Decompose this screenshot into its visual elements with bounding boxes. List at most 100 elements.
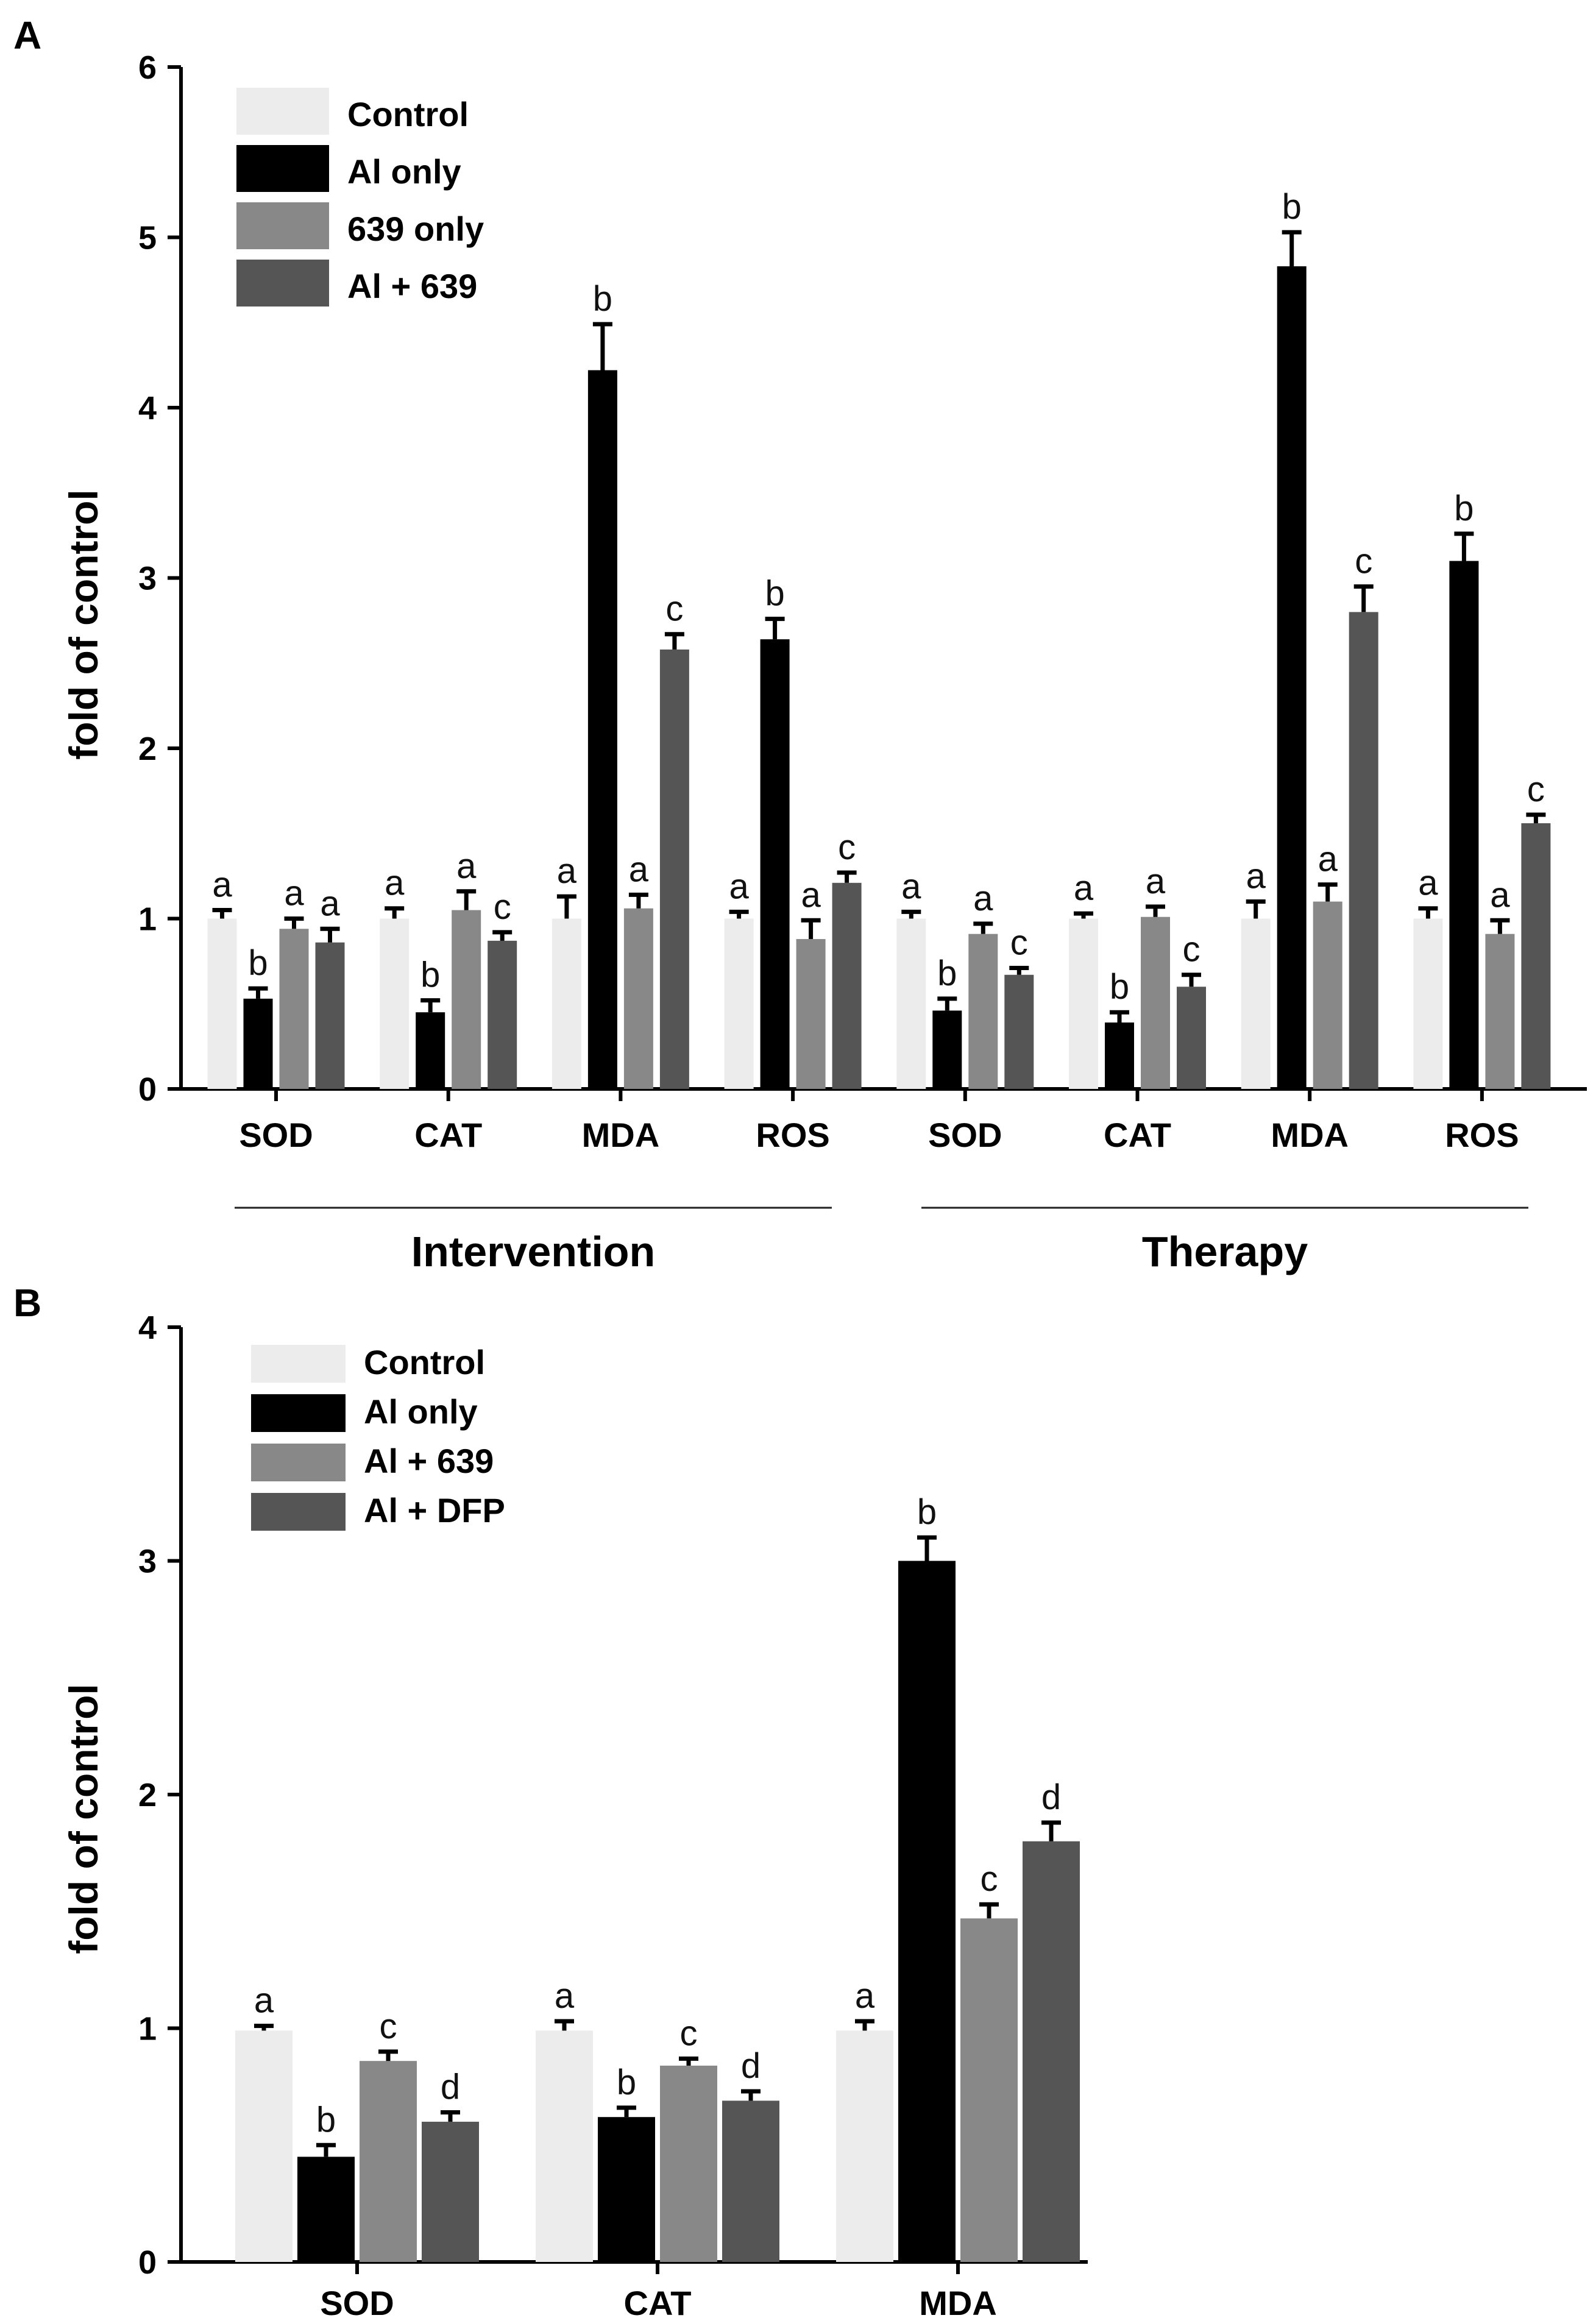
bar-control-cat [380,918,410,1089]
legend-label: 639 only [347,210,484,248]
bar-al-only-mda [1277,266,1307,1089]
category-label: SOD [239,1116,313,1154]
error-bar [765,617,785,640]
y-tick-label: 5 [138,220,157,257]
significance-label: b [617,2063,636,2102]
bar-639-only-cat [452,910,481,1089]
error-bar [248,986,268,999]
error-bar [254,2024,274,2031]
error-bar [1282,230,1302,267]
bar-control-sod [235,2030,293,2262]
category-label: CAT [1104,1116,1171,1154]
significance-label: a [1318,840,1338,879]
bar-control-mda [1241,918,1271,1089]
error-bar [1318,882,1338,902]
bar-639-only-mda [1313,901,1342,1089]
bar-al-only-cat [598,2117,655,2262]
bar-al-only-ros [1449,561,1479,1089]
error-bar [378,2049,398,2061]
y-tick-label: 1 [138,2011,157,2047]
panel-a-legend: Control Al only 639 only Al + 639 [236,88,484,307]
bar-al-639-ros [1521,823,1551,1089]
legend-label: Al only [364,1392,478,1431]
bar-al-only-mda [587,370,617,1089]
bar-al-dfp-mda [1023,1841,1080,2262]
significance-label: b [248,943,268,983]
y-tick-label: 4 [138,1310,157,1346]
legend-label: Control [364,1343,485,1381]
y-tick-label: 3 [138,1544,157,1580]
error-bar [385,906,405,919]
significance-label: b [1282,187,1302,227]
significance-label: c [680,2013,698,2053]
bar-639-only-sod [968,934,998,1089]
significance-label: a [801,875,821,915]
bar-al-639-sod [360,2061,417,2262]
error-bar [592,322,612,370]
significance-label: c [380,2007,397,2046]
bar-639-only-ros [796,939,826,1089]
bar-al-639-cat [1177,987,1206,1089]
bar-control-sod [207,918,237,1089]
group-label: Therapy [1142,1228,1308,1275]
y-tick-label: 3 [138,561,157,597]
error-bar [917,1535,937,1561]
bar-al-only-ros [760,639,790,1089]
error-bar [1041,1820,1061,1841]
bar-al-only-sod [243,998,273,1089]
error-bar [555,2019,574,2031]
bar-control-mda [836,2030,893,2262]
significance-label: d [741,2046,761,2086]
significance-label: a [629,849,649,889]
significance-label: c [1010,923,1028,963]
significance-label: c [1183,930,1201,969]
significance-label: a [456,846,477,886]
error-bar [1353,584,1374,612]
category-label: MDA [1271,1116,1349,1154]
significance-label: a [855,1976,875,2016]
error-bar [837,870,857,883]
y-tick-label: 4 [138,390,157,427]
error-bar [1182,973,1201,987]
bar-al-639-cat [488,940,517,1089]
error-bar [973,921,993,934]
bar-639-only-ros [1485,934,1515,1089]
group-label: Intervention [411,1228,656,1275]
error-bar [617,2105,636,2118]
significance-label: a [1146,862,1166,901]
error-bar [1246,899,1266,919]
bar-control-sod [896,918,926,1089]
bar-al-only-sod [297,2157,355,2262]
category-label: MDA [919,2284,997,2318]
y-tick-label: 1 [138,901,157,938]
legend-label: Al only [347,152,461,191]
y-axis-title-a: fold of control [61,489,106,760]
error-bar [1454,531,1474,561]
significance-label: a [729,867,749,906]
bar-al-639-cat [660,2065,717,2262]
bar-al-639-sod [1004,974,1034,1089]
significance-label: b [316,2100,336,2139]
error-bar [1074,911,1093,919]
error-bar [316,2143,336,2157]
bar-control-cat [536,2030,593,2262]
significance-label: d [1041,1777,1061,1817]
error-bar [801,918,821,940]
bar-al-639-ros [832,882,862,1089]
significance-label: c [665,589,683,629]
significance-label: a [1246,857,1266,896]
bar-al-639-mda [960,1918,1018,2262]
legend-label: Control [347,95,469,133]
bar-639-only-cat [1141,916,1170,1089]
error-bar [628,892,648,909]
error-bar [1009,966,1029,975]
panel-a: A fold of control 0 1 2 3 4 5 6 SOD CAT MDA ROS SOD… [13,13,1587,1275]
significance-label: b [1454,489,1474,528]
significance-label: c [981,1859,998,1899]
legend-swatch [236,145,329,192]
significance-label: a [385,863,405,903]
error-bar [1418,906,1438,919]
panel-label-a: A [13,13,41,57]
significance-label: d [441,2068,460,2107]
